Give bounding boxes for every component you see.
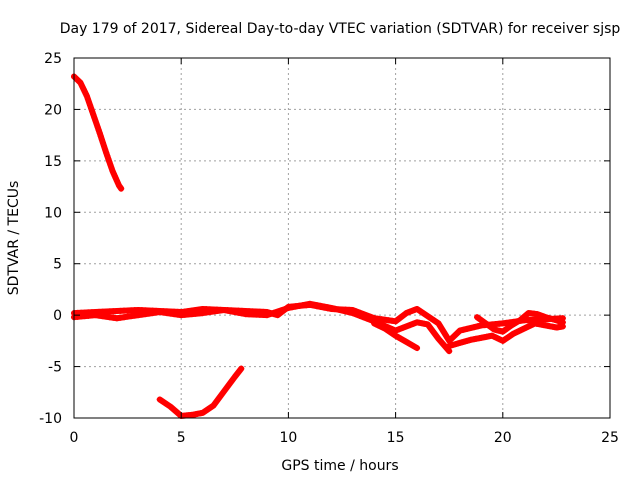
data-point (367, 316, 374, 323)
data-point (428, 315, 435, 322)
y-tick-label: 0 (53, 308, 62, 324)
data-point (353, 311, 360, 318)
ticks: 0 5 10 15 20 25 -10 -5 0 5 10 15 20 25 (39, 51, 619, 446)
data-point (431, 317, 438, 324)
data-point (414, 345, 421, 352)
data-point (92, 117, 99, 124)
data-point (364, 315, 371, 322)
data-point (456, 327, 463, 334)
y-tick-label: 15 (44, 154, 62, 170)
data-point (88, 105, 95, 112)
y-axis-label: SDTVAR / TECUs (6, 181, 22, 296)
data-point (104, 152, 111, 159)
data-point (360, 314, 367, 321)
x-tick-label: 0 (70, 430, 79, 446)
data-point (108, 165, 115, 172)
data-point (76, 78, 83, 85)
data-point (356, 312, 363, 319)
data-point (467, 325, 474, 331)
data-point (106, 158, 113, 165)
data-point (103, 149, 110, 156)
data-point (96, 130, 103, 137)
x-tick-label: 15 (387, 430, 405, 446)
data-point (342, 308, 349, 315)
y-tick-label: 5 (53, 257, 62, 273)
data-point (101, 143, 108, 150)
plot-frame (73, 57, 611, 419)
series-arc-5 (371, 320, 421, 352)
data-point (559, 319, 566, 326)
data-point (399, 324, 406, 331)
y-tick-label: 25 (44, 51, 62, 67)
data-point (267, 310, 274, 317)
data-point (102, 146, 109, 153)
data-point (89, 108, 96, 115)
y-tick-label: 10 (44, 205, 62, 221)
data-point (87, 102, 94, 109)
data-point (271, 309, 278, 316)
data-point (471, 324, 478, 331)
x-tick-label: 10 (279, 430, 297, 446)
data-point (238, 365, 245, 372)
data-point (410, 320, 417, 327)
series-arc-7 (474, 310, 566, 335)
data-point (424, 313, 431, 320)
series-layer (71, 73, 566, 419)
data-point (281, 306, 288, 313)
data-point (95, 127, 102, 133)
data-point (83, 93, 90, 100)
data-point (274, 308, 281, 315)
data-point (97, 133, 104, 140)
x-tick-label: 20 (494, 430, 512, 446)
data-point (446, 348, 453, 355)
data-point (105, 155, 112, 162)
x-axis-label: GPS time / hours (281, 458, 398, 474)
y-tick-label: 20 (44, 102, 62, 118)
data-point (417, 308, 424, 315)
data-point (93, 120, 100, 127)
data-point (263, 312, 270, 319)
data-point (460, 326, 467, 333)
data-point (403, 323, 410, 330)
data-point (335, 306, 342, 313)
data-point (94, 123, 101, 130)
data-point (421, 310, 428, 317)
data-point (331, 305, 338, 312)
data-point (346, 309, 353, 316)
data-point (107, 161, 114, 168)
y-tick-label: -5 (48, 360, 62, 376)
y-tick-label: -10 (39, 411, 62, 427)
data-point (396, 326, 403, 333)
x-tick-label: 5 (177, 430, 186, 446)
grid (74, 58, 610, 418)
series-arc-6 (446, 320, 566, 349)
data-point (99, 139, 106, 146)
data-point (118, 185, 125, 192)
data-point (91, 114, 98, 121)
series-arc-1 (71, 73, 125, 192)
data-point (328, 304, 335, 311)
series-arc-4 (71, 300, 453, 355)
data-point (86, 99, 93, 106)
data-point (90, 111, 97, 118)
data-point (339, 307, 345, 314)
data-point (414, 305, 421, 312)
series-arc-2 (156, 365, 245, 419)
data-point (98, 136, 105, 143)
data-point (464, 325, 471, 332)
x-tick-label: 25 (601, 430, 619, 446)
data-point (349, 310, 356, 317)
data-point (278, 307, 285, 314)
data-point (406, 322, 413, 329)
data-point (474, 323, 481, 330)
data-point (84, 96, 91, 103)
chart-title: Day 179 of 2017, Sidereal Day-to-day VTE… (60, 21, 621, 37)
